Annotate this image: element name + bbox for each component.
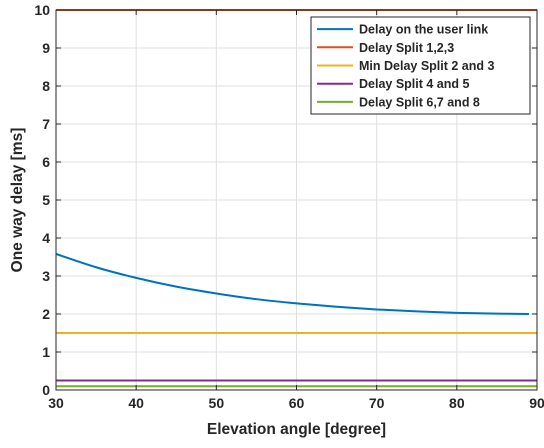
ticks: 30 40 50 60 70 80 90 0 1 2 3 4 5 6 7 8 9 10 [34,2,544,411]
x-tick-label: 60 [289,395,305,411]
series-line-delay-on-the-user-link [55,253,529,315]
legend-entry: Min Delay Split 2 and 3 [317,59,494,73]
legend-label: Delay Split 1,2,3 [359,41,454,55]
x-tick-label: 40 [128,395,144,411]
legend-entry: Delay Split 4 and 5 [317,77,470,91]
y-tick-label: 2 [42,306,50,322]
x-tick-label: 90 [529,395,544,411]
y-tick-label: 1 [42,344,50,360]
legend-entry: Delay Split 6,7 and 8 [317,95,480,109]
y-tick-label: 3 [42,268,50,284]
x-tick-label: 30 [48,395,64,411]
legend-label: Delay Split 6,7 and 8 [359,95,480,109]
y-tick-label: 5 [42,192,50,208]
legend-label: Min Delay Split 2 and 3 [359,59,494,73]
legend-entry: Delay on the user link [317,23,488,37]
y-tick-label: 8 [42,78,50,94]
legend-entry: Delay Split 1,2,3 [317,41,454,55]
x-tick-label: 80 [449,395,465,411]
legend: Delay on the user link Delay Split 1,2,3 M… [310,16,531,115]
y-tick-label: 0 [42,382,50,398]
y-tick-label: 9 [42,40,50,56]
legend-label: Delay Split 4 and 5 [359,77,470,91]
legend-label: Delay on the user link [359,23,488,37]
y-tick-label: 7 [42,116,50,132]
y-tick-label: 4 [42,230,50,246]
y-tick-label: 6 [42,154,50,170]
x-tick-label: 70 [369,395,385,411]
x-axis-label: Elevation angle [degree] [207,421,386,438]
y-tick-label: 10 [34,2,50,18]
y-axis-label: One way delay [ms] [9,128,26,273]
x-tick-label: 50 [209,395,225,411]
